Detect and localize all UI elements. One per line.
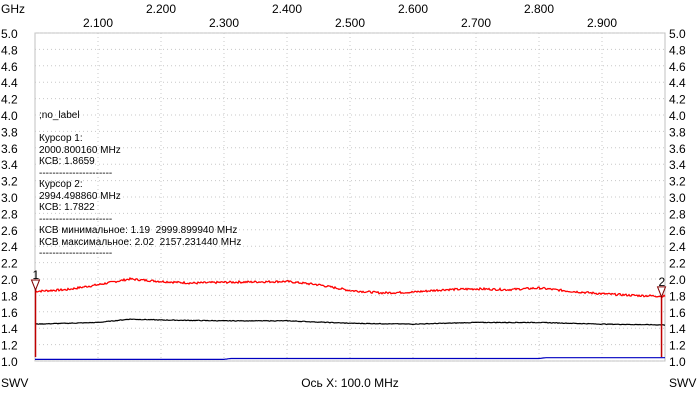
info-line: 2994.498860 MHz [39, 190, 121, 202]
y-tick-right: 1.6 [669, 306, 686, 320]
info-line: ;no_label [39, 110, 80, 121]
y-tick-right: 3.4 [669, 158, 686, 172]
y-tick-left: 4.8 [1, 43, 18, 57]
y-tick-right: 4.8 [669, 43, 686, 57]
x-tick-upper: 2.800 [524, 2, 554, 16]
y-tick-right: 2.0 [669, 273, 686, 287]
y-tick-right: 1.8 [669, 289, 686, 303]
y-tick-left: 1.4 [1, 322, 18, 336]
x-tick-lower: 2.500 [335, 16, 365, 30]
trace-blue [35, 357, 665, 360]
x-tick-upper: 2.600 [398, 2, 428, 16]
info-line: ---------------------- [39, 167, 113, 179]
y-tick-right: 3.2 [669, 175, 686, 189]
y-tick-right: 4.0 [669, 109, 686, 123]
cursor-2-triangle-icon [656, 286, 667, 299]
y-tick-left: 3.8 [1, 125, 18, 139]
y-tick-right: 3.0 [669, 191, 686, 205]
cursor-1-triangle-icon [30, 279, 41, 292]
y-tick-left: 1.6 [1, 306, 18, 320]
y-tick-right: 2.2 [669, 257, 686, 271]
y-tick-right: 1.2 [669, 339, 686, 353]
y-tick-left: 2.4 [1, 240, 18, 254]
info-line: ---------------------- [39, 213, 113, 225]
y-tick-right: 3.8 [669, 125, 686, 139]
y-tick-left: 2.2 [1, 257, 18, 271]
y-tick-left: 4.4 [1, 76, 18, 90]
y-tick-right: 3.6 [669, 142, 686, 156]
y-tick-right: 5.0 [669, 27, 686, 41]
y-tick-right: 4.4 [669, 76, 686, 90]
info-line: Курсор 2: [39, 179, 83, 190]
y-tick-left: 3.0 [1, 191, 18, 205]
y-tick-left: 4.6 [1, 60, 18, 74]
y-tick-left: 3.4 [1, 158, 18, 172]
y-tick-right: 4.6 [669, 60, 686, 74]
x-tick-upper: 2.200 [146, 2, 176, 16]
x-unit-label: GHz [1, 2, 25, 16]
y-tick-left: 4.0 [1, 109, 18, 123]
info-line: ---------------------- [39, 248, 113, 259]
info-line [39, 122, 241, 134]
info-line: КСВ: 1.7822 [39, 202, 95, 213]
info-line: КСВ максимальное: 2.02 2157.231440 MHz [39, 236, 242, 248]
info-line: 2000.800160 MHz [39, 144, 121, 156]
x-tick-upper: 2.400 [272, 2, 302, 16]
y-tick-left: 1.8 [1, 289, 18, 303]
y-tick-left: 2.8 [1, 207, 18, 221]
trace-black [34, 318, 665, 326]
y-tick-left: 2.0 [1, 273, 18, 287]
right-axis-label: SWV [669, 376, 696, 390]
y-tick-left: 1.0 [1, 355, 18, 369]
y-tick-left: 5.0 [1, 27, 18, 41]
y-tick-right: 2.4 [669, 240, 686, 254]
y-tick-left: 2.6 [1, 224, 18, 238]
y-tick-left: 4.2 [1, 93, 18, 107]
x-tick-lower: 2.300 [209, 16, 239, 30]
info-line: КСВ минимальное: 1.19 2999.899940 MHz [39, 225, 238, 236]
left-axis-label: SWV [1, 376, 28, 390]
y-tick-left: 1.2 [1, 339, 18, 353]
cursor-2-label: 2 [659, 275, 666, 289]
x-tick-lower: 2.100 [83, 16, 113, 30]
y-tick-left: 3.2 [1, 175, 18, 189]
cursor-info-panel: ;no_label Курсор 1: 2000.800160 MHz КСВ: 1.… [39, 110, 241, 260]
y-tick-right: 4.2 [669, 93, 686, 107]
x-tick-lower: 2.900 [587, 16, 617, 30]
y-tick-right: 1.4 [669, 322, 686, 336]
y-tick-right: 1.0 [669, 355, 686, 369]
y-tick-right: 2.6 [669, 224, 686, 238]
trace-red [34, 276, 666, 299]
y-tick-left: 3.6 [1, 142, 18, 156]
x-tick-lower: 2.700 [461, 16, 491, 30]
x-axis-label: Ось X: 100.0 MHz [301, 376, 399, 390]
info-line: Курсор 1: [39, 133, 83, 144]
cursor-1-label: 1 [33, 268, 40, 282]
y-tick-right: 2.8 [669, 207, 686, 221]
info-line: КСВ: 1.8659 [39, 156, 95, 167]
